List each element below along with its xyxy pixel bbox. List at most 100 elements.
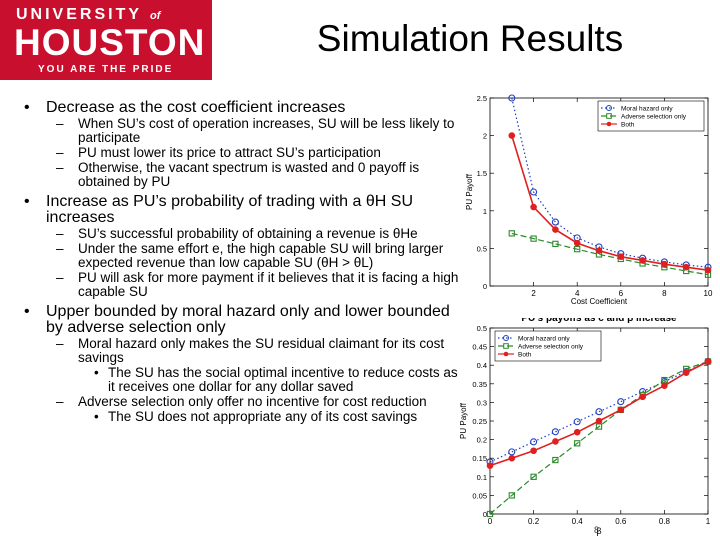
data-point <box>552 240 559 248</box>
y-tick-label: 0.4 <box>477 361 487 370</box>
slide-header: UNIVERSITY of HOUSTON YOU ARE THE PRIDE S… <box>0 0 720 80</box>
data-point <box>530 203 537 211</box>
y-axis-label: PU Payoff <box>465 173 474 210</box>
legend-marker <box>606 121 612 127</box>
y-tick-label: 0.2 <box>477 436 487 445</box>
bullet-text: Under the same effort e, the high capabl… <box>78 241 444 270</box>
data-point <box>617 253 625 260</box>
data-point <box>639 393 646 401</box>
x-tick-label: 10 <box>704 289 713 298</box>
bullet-marker: – <box>56 336 64 351</box>
x-tick-label: 0 <box>488 517 493 526</box>
data-point <box>682 263 690 271</box>
university-logo: UNIVERSITY of HOUSTON YOU ARE THE PRIDE <box>0 0 212 80</box>
y-tick-label: 2.5 <box>477 94 487 103</box>
bullet-level-3: • The SU does not appropriate any of its … <box>22 410 462 424</box>
data-point <box>508 132 516 139</box>
y-tick-label: 0 <box>483 510 487 519</box>
data-point <box>595 417 603 425</box>
data-point <box>661 382 668 389</box>
y-tick-label: 0.1 <box>477 473 487 482</box>
y-tick-label: 2 <box>483 132 487 141</box>
data-point <box>530 188 538 196</box>
y-tick-label: 0.15 <box>472 454 487 463</box>
bullet-level-2: – PU will ask for more payment if it beli… <box>22 271 462 299</box>
data-point <box>639 257 646 264</box>
data-point <box>573 418 581 426</box>
x-axis-label: Cost Coefficient <box>571 297 628 306</box>
bullet-level-2: – SU’s successful probability of obtainin… <box>22 227 462 241</box>
x-tick-label: 0.4 <box>572 517 584 526</box>
y-tick-label: 0.25 <box>472 417 487 426</box>
data-point <box>704 358 712 365</box>
bullet-text: Adverse selection only offer no incentiv… <box>78 394 427 409</box>
data-point <box>552 438 559 445</box>
bullet-text: The SU does not appropriate any of its c… <box>108 409 418 424</box>
data-point <box>530 447 537 455</box>
data-point <box>530 235 537 242</box>
data-point <box>573 428 581 436</box>
legend-box <box>494 330 602 362</box>
data-point <box>552 226 559 233</box>
data-point <box>704 266 712 274</box>
bullet-level-3: • The SU has the social optimal incentive… <box>22 366 462 394</box>
logo-university-line: UNIVERSITY of <box>16 6 161 23</box>
bullet-marker: • <box>24 99 30 116</box>
bullet-text: Moral hazard only makes the SU residual … <box>78 336 445 365</box>
bullet-marker: – <box>56 116 64 131</box>
bullet-text: Increase as PU’s probability of trading … <box>46 193 413 226</box>
chart-payoff-vs-cost: 2 4 6 8 10 0 0.5 1 1.5 2 2.5 Cost Coefficient PU Pay… <box>465 94 713 306</box>
bullet-text: Upper bounded by moral hazard only and l… <box>46 303 450 336</box>
bullet-text: Otherwise, the vacant spectrum is wasted… <box>78 160 420 189</box>
chart-title: PU’s payoffs as c and β increase <box>521 318 677 324</box>
series-line <box>511 135 709 271</box>
bullet-level-2: – Under the same effort e, the high capab… <box>22 242 462 270</box>
data-point <box>617 406 625 414</box>
bullet-text: Decrease as the cost coefficient increas… <box>46 99 346 116</box>
data-point <box>682 369 690 376</box>
data-point <box>508 492 515 499</box>
x-tick-label: 2 <box>531 289 536 298</box>
page-number: 8 <box>594 525 600 535</box>
data-point <box>551 218 559 226</box>
bullet-level-1: • Increase as PU’s probability of trading… <box>22 194 462 226</box>
data-point <box>508 230 515 237</box>
y-tick-label: 0 <box>483 282 487 291</box>
data-point <box>595 247 603 254</box>
x-tick-label: 6 <box>619 289 624 298</box>
bullet-level-1: • Upper bounded by moral hazard only and … <box>22 304 462 336</box>
x-tick-label: 4 <box>575 289 580 298</box>
bullet-marker: • <box>24 193 30 210</box>
series-line <box>489 360 709 515</box>
legend-marker <box>606 105 612 111</box>
logo-houston-line: HOUSTON <box>14 22 206 63</box>
bullet-marker: • <box>94 365 99 380</box>
y-tick-label: 1 <box>483 207 487 216</box>
data-point <box>574 246 581 253</box>
bullet-level-2: – Moral hazard only makes the SU residual… <box>22 337 462 365</box>
x-axis-label: β <box>596 526 601 536</box>
legend-entry: Moral hazard only <box>621 106 673 113</box>
y-tick-label: 0.05 <box>472 491 487 500</box>
bullet-text: PU will ask for more payment if it belie… <box>78 270 459 299</box>
slide-title: Simulation Results <box>316 18 624 59</box>
logo-tagline: YOU ARE THE PRIDE <box>38 64 174 75</box>
bullet-level-2: – When SU’s cost of operation increases, … <box>22 117 462 145</box>
data-point <box>552 456 559 464</box>
legend-marker <box>503 343 509 349</box>
bullet-text: When SU’s cost of operation increases, S… <box>78 116 455 145</box>
bullet-marker: – <box>56 226 64 241</box>
bullet-marker: • <box>94 409 99 424</box>
data-point <box>595 408 603 416</box>
legend-entry: Both <box>621 122 635 129</box>
series-line <box>489 360 709 463</box>
x-tick-label: 0.8 <box>659 517 671 526</box>
y-tick-label: 0.3 <box>477 398 487 407</box>
bullet-marker: – <box>56 145 64 160</box>
bullet-marker: – <box>56 270 64 285</box>
legend-marker <box>503 335 509 341</box>
data-point <box>508 448 516 456</box>
legend-marker <box>606 113 612 119</box>
data-point <box>661 260 668 268</box>
legend-marker <box>503 351 509 357</box>
